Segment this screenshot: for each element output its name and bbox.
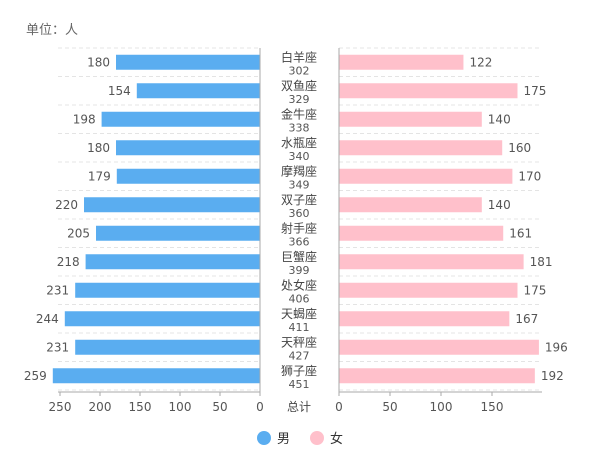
value-label-female: 161 [509,226,532,240]
bar-male[interactable] [64,311,260,327]
bar-male[interactable] [116,54,260,70]
right-tick-label: 0 [335,400,343,414]
value-label-female: 160 [508,141,531,155]
legend-label-male: 男 [276,432,290,447]
bar-male[interactable] [85,254,260,270]
legend-swatch-male [256,430,271,445]
bar-male[interactable] [101,111,260,127]
value-label-female: 175 [524,84,547,98]
bar-female[interactable] [339,168,513,184]
category-label: 摩羯座 [281,163,317,178]
category-label: 白羊座 [281,49,317,64]
value-label-female: 140 [488,198,511,212]
value-label-male: 231 [46,283,69,297]
bar-male[interactable] [136,83,260,99]
value-label-male: 180 [87,141,110,155]
total-value: 411 [289,321,310,334]
total-value: 302 [289,64,310,77]
bar-male[interactable] [116,168,260,184]
total-value: 399 [289,264,310,277]
total-value: 427 [289,349,310,362]
left-tick-label: 100 [169,400,192,414]
category-label: 处女座 [281,277,317,292]
value-label-male: 180 [87,55,110,69]
left-tick-label: 250 [49,400,72,414]
left-tick-label: 150 [129,400,152,414]
bar-female[interactable] [339,254,524,270]
category-label: 天蝎座 [281,306,317,321]
female-bars [339,54,539,384]
bar-female[interactable] [339,83,518,99]
value-label-female: 196 [545,340,568,354]
right-tick-label: 50 [382,400,397,414]
bar-male[interactable] [96,225,260,241]
value-label-male: 198 [73,112,96,126]
value-label-male: 220 [55,198,78,212]
category-label: 金牛座 [281,106,317,121]
value-label-male: 231 [46,340,69,354]
bar-female[interactable] [339,368,535,384]
value-label-male: 179 [88,169,111,183]
bar-male[interactable] [84,197,260,213]
value-label-female: 122 [469,55,492,69]
left-tick-label: 50 [212,400,227,414]
male-bars [52,54,260,384]
category-label: 双鱼座 [281,78,317,93]
bar-female[interactable] [339,54,464,70]
value-label-female: 170 [518,169,541,183]
total-value: 360 [289,207,310,220]
bar-female[interactable] [339,339,539,355]
unit-label: 单位：人 [26,23,79,38]
legend-item-male[interactable]: 男 [256,428,290,447]
bar-male[interactable] [75,339,260,355]
bar-male[interactable] [75,282,260,298]
value-label-female: 140 [488,112,511,126]
left-tick-label: 200 [89,400,112,414]
bar-female[interactable] [339,282,518,298]
legend: 男 女 [0,428,600,447]
total-value: 451 [289,378,310,391]
value-label-male: 205 [67,226,90,240]
bar-female[interactable] [339,225,504,241]
bar-male[interactable] [116,140,260,156]
value-label-female: 192 [541,369,564,383]
value-label-female: 175 [524,283,547,297]
axis-layer: 250 200 150 100 50 0 0 50 100 150 总计 [49,48,542,414]
category-label: 天秤座 [281,334,317,349]
total-value: 338 [289,121,310,134]
total-value: 329 [289,93,310,106]
legend-label-female: 女 [330,432,344,447]
bar-female[interactable] [339,311,510,327]
right-tick-label: 100 [430,400,453,414]
category-label: 水瓶座 [281,135,317,150]
category-label: 双子座 [281,192,317,207]
total-value: 366 [289,235,310,248]
value-label-male: 244 [36,312,59,326]
legend-item-female[interactable]: 女 [310,428,343,447]
legend-swatch-female [310,430,324,445]
category-label: 狮子座 [281,363,317,378]
total-label: 总计 [287,400,311,414]
total-value: 349 [289,178,310,191]
value-label-male: 154 [108,84,131,98]
category-label: 射手座 [281,220,317,235]
value-label-female: 181 [530,255,553,269]
bar-female[interactable] [339,140,503,156]
right-tick-label: 150 [481,400,504,414]
value-label-male: 218 [57,255,80,269]
left-tick-label: 0 [256,400,264,414]
bar-female[interactable] [339,197,482,213]
category-label: 巨蟹座 [281,249,317,264]
value-label-male: 259 [24,369,47,383]
grid-layer [58,47,542,391]
total-value: 340 [289,150,310,163]
bar-female[interactable] [339,111,482,127]
total-value: 406 [289,292,310,305]
value-label-female: 167 [515,312,538,326]
bar-male[interactable] [52,368,260,384]
